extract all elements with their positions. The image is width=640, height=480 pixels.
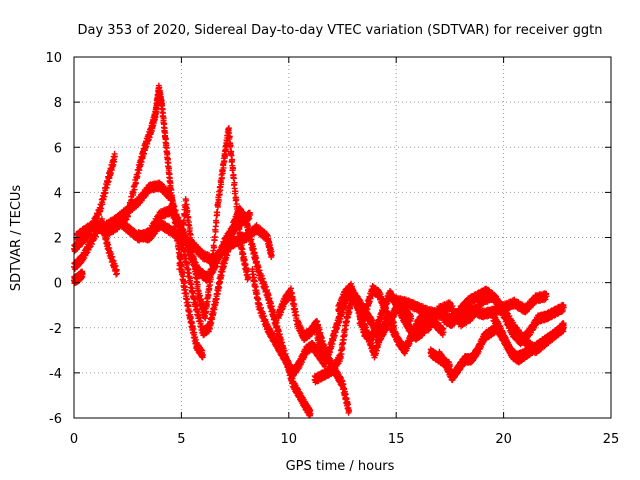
data-point <box>102 189 109 196</box>
data-point <box>113 270 120 277</box>
data-point <box>160 115 167 122</box>
data-point <box>130 189 137 196</box>
data-point <box>165 165 172 172</box>
data-point <box>134 173 141 180</box>
grid <box>74 57 611 418</box>
data-point <box>183 290 190 297</box>
data-point <box>99 201 106 208</box>
data-point <box>111 153 118 160</box>
data-point <box>169 196 176 203</box>
data-point <box>106 244 113 251</box>
data-point <box>187 275 194 282</box>
data-point <box>191 295 198 302</box>
data-point <box>111 158 118 165</box>
data-point <box>194 307 201 314</box>
series-arc-3 <box>71 268 86 287</box>
data-point <box>184 260 191 267</box>
data-point <box>188 281 195 288</box>
data-point <box>197 318 204 325</box>
data-point <box>164 150 171 157</box>
chart-title: Day 353 of 2020, Sidereal Day-to-day VTE… <box>78 23 603 38</box>
data-point <box>167 180 174 187</box>
data-point <box>96 212 103 219</box>
data-point <box>103 184 110 191</box>
data-points <box>71 82 567 419</box>
data-point <box>79 270 86 277</box>
data-point <box>185 266 192 273</box>
data-point <box>159 100 166 107</box>
data-point <box>199 351 206 358</box>
data-point <box>132 180 139 187</box>
